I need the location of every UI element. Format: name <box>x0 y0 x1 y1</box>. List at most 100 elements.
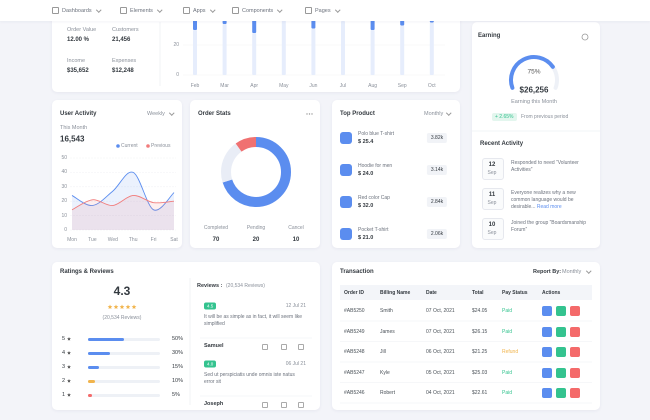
date-month: Sep <box>487 200 497 206</box>
date-box <box>482 218 504 240</box>
read-more-link[interactable]: Read more <box>536 204 562 210</box>
caret <box>209 7 215 12</box>
column-header: Billing Name <box>380 289 411 296</box>
date-month: Sep <box>487 230 497 236</box>
nav-label: Elements <box>130 7 153 14</box>
sales-badge: 3.14k <box>426 165 448 175</box>
nav-icon <box>52 7 59 14</box>
stat-label: Expenses <box>112 58 137 64</box>
table-cell: Paid <box>502 369 513 376</box>
stat-label: Income <box>67 58 86 64</box>
y-tick-label: 30 <box>61 183 67 190</box>
review-date: 06 Jul 21 <box>285 361 306 367</box>
table-cell: 07 Oct, 2021 <box>426 308 455 314</box>
product-icon <box>340 228 352 240</box>
product-icon <box>340 132 352 144</box>
nav-item[interactable]: Components <box>232 6 292 15</box>
x-tick-label: Jun <box>309 83 318 89</box>
card-title: Top Product <box>340 111 375 117</box>
column-header: Date <box>426 289 437 296</box>
star-number: 3 <box>62 364 66 370</box>
delete-button[interactable] <box>570 326 580 337</box>
review-action[interactable] <box>298 402 304 408</box>
rating-badge: 4.0 <box>204 360 217 368</box>
x-tick-label: Jul <box>339 83 347 89</box>
review-action[interactable] <box>281 344 287 350</box>
date-box <box>482 158 504 180</box>
view-button[interactable] <box>542 347 552 357</box>
activity-description: Responded to need “Volunteer Activities” <box>511 160 579 173</box>
report-label: Report By: <box>533 269 562 275</box>
product-name: Red color Cap <box>358 195 390 201</box>
review-text: Sed ut perspiciatis unde omnis iste natu… <box>204 372 295 385</box>
table-cell: Robert <box>380 390 396 396</box>
legend-label: Current <box>121 143 138 149</box>
y-tick-label: 50 <box>61 155 67 161</box>
rating-percent: 30% <box>172 350 184 356</box>
x-tick-label: Oct <box>427 83 436 89</box>
product-name: Hoodie for men <box>358 163 393 169</box>
x-tick-label: Fri <box>150 237 157 243</box>
nav-label: Apps <box>193 7 206 14</box>
review-author: Samuel <box>204 343 224 349</box>
rating-bar <box>88 365 99 369</box>
period-select: Monthly <box>562 269 582 275</box>
product-name: Polo blue T-shirt <box>358 131 395 137</box>
edit-button[interactable] <box>556 388 566 398</box>
table-cell: 04 Oct, 2021 <box>426 390 455 396</box>
edit-button[interactable] <box>556 367 566 378</box>
table-cell: 06 Oct, 2021 <box>426 349 455 355</box>
date-box <box>482 188 504 210</box>
column-header: Order ID <box>344 289 365 296</box>
view-button[interactable] <box>542 367 552 378</box>
y-tick-label: 20 <box>61 198 67 205</box>
nav-item[interactable]: Pages <box>305 6 365 15</box>
x-tick-label: Aug <box>368 83 378 89</box>
edit-button[interactable] <box>556 347 566 357</box>
x-tick-label: Tue <box>88 237 97 243</box>
table-cell: $25.03 <box>472 369 488 376</box>
delete-button[interactable] <box>570 347 580 357</box>
table-cell: Paid <box>502 328 513 335</box>
y-tick-label: 10 <box>61 212 67 219</box>
table-cell: #AB5250 <box>344 308 365 314</box>
legend-value: 10 <box>292 237 300 243</box>
column-header: Actions <box>542 289 561 296</box>
date-day: 10 <box>488 222 496 228</box>
card-title: Order Stats <box>198 111 231 117</box>
review-action[interactable] <box>262 402 268 408</box>
activity-text: Everyone realizes why a new common langu… <box>511 190 593 210</box>
activity-description: Everyone realizes why a new common langu… <box>511 190 576 210</box>
sales-badge: 2.06k <box>426 229 448 239</box>
caret <box>95 7 101 12</box>
activity-description: Joined the group “Boardsmanship Forum” <box>511 220 587 233</box>
edit-button[interactable] <box>556 306 566 316</box>
stat-value: 21,456 <box>112 37 131 43</box>
edit-button[interactable] <box>556 326 566 337</box>
nav-item[interactable]: Dashboards <box>52 6 112 15</box>
review-action[interactable] <box>298 344 304 350</box>
section-title: Reviews : <box>197 283 223 289</box>
nav-item[interactable]: Apps <box>183 6 243 15</box>
view-button[interactable] <box>542 306 552 316</box>
total: 16,543 <box>60 134 85 144</box>
sales-badge: 3.82k <box>426 133 448 143</box>
review-action[interactable] <box>262 344 268 350</box>
view-button[interactable] <box>542 326 552 337</box>
review-action[interactable] <box>281 402 287 408</box>
column-header: Total <box>472 289 484 296</box>
caret <box>277 7 283 12</box>
rating-percent: 50% <box>172 336 184 342</box>
activity-text: Joined the group “Boardsmanship Forum” <box>511 220 593 240</box>
nav-item[interactable]: Elements <box>120 6 180 15</box>
delete-button[interactable] <box>570 367 580 378</box>
ratings-card <box>52 262 320 410</box>
table-cell: Jill <box>380 349 386 355</box>
view-button[interactable] <box>542 388 552 398</box>
bar-track <box>88 337 160 341</box>
rating-percent: 5% <box>172 392 180 398</box>
earning-amount: $26,256 <box>519 85 549 95</box>
delete-button[interactable] <box>570 388 580 398</box>
delete-button[interactable] <box>570 306 580 316</box>
bar-track <box>88 379 160 383</box>
